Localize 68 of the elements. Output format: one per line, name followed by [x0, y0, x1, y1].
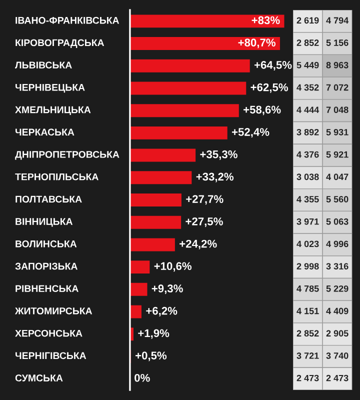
data-label: 2 852: [296, 330, 319, 337]
data-label: +9,3%: [152, 284, 183, 294]
y-tick-label: ВОЛИНСЬКА: [16, 240, 77, 248]
y-tick-label: ІВАНО-ФРАНКІВСЬКА: [16, 16, 120, 24]
y-tick-label: ДНІПРОПЕТРОВСЬКА: [15, 151, 120, 160]
data-label: 5 560: [326, 196, 348, 202]
data-label: 4 352: [296, 84, 319, 91]
data-label: +10,6%: [154, 262, 192, 272]
data-label: 4 785: [296, 285, 319, 292]
data-label: +0,5%: [136, 352, 167, 362]
data-label: 4 444: [296, 106, 320, 113]
data-label: 2 473: [296, 374, 319, 382]
data-label: 3 038: [296, 174, 319, 180]
data-label: 3 740: [326, 352, 348, 359]
data-label: 3 721: [296, 352, 319, 359]
data-label: +27,5%: [186, 217, 223, 227]
data-label: +6,2%: [146, 306, 178, 316]
data-label: +1,9%: [138, 329, 170, 339]
data-label: 5 156: [326, 40, 348, 46]
data-label: +62,5%: [250, 83, 288, 93]
data-label: 0%: [134, 374, 150, 382]
data-label: 4 996: [326, 240, 348, 248]
y-tick-label: ЧЕРНІВЕЦЬКА: [16, 84, 85, 93]
data-label: 5 449: [296, 62, 319, 68]
data-label: 8 963: [326, 62, 348, 68]
data-label: 3 971: [296, 218, 319, 225]
y-tick-label: КІРОВОГРАДСЬКА: [16, 39, 104, 48]
data-label: +52,4%: [232, 128, 270, 138]
data-label: 4 355: [296, 196, 319, 202]
data-label: 7 048: [326, 106, 348, 114]
y-tick-label: ХЕРСОНСЬКА: [15, 330, 82, 337]
data-label: +83%: [252, 16, 280, 24]
y-tick-label: ЗАПОРІЗЬКА: [15, 262, 78, 270]
y-tick-label: РІВНЕНСЬКА: [16, 285, 78, 292]
data-label: 5 931: [326, 128, 348, 136]
data-label: 2 852: [296, 40, 319, 46]
y-tick-label: ТЕРНОПІЛЬСЬКА: [15, 173, 98, 180]
data-label: +24,2%: [180, 240, 217, 250]
data-label: 7 072: [326, 84, 348, 91]
data-label: 4 794: [326, 17, 349, 24]
data-label: 2 619: [296, 17, 319, 24]
y-tick-label: ПОЛТАВСЬКА: [16, 196, 82, 203]
y-tick-label: ЛЬВІВСЬКА: [15, 62, 72, 68]
data-label: 2 905: [326, 330, 348, 337]
data-label: 2 998: [296, 263, 319, 270]
data-label: 5 229: [326, 285, 348, 292]
data-label: 3 892: [296, 128, 319, 136]
data-label: +33,2%: [196, 172, 234, 182]
y-tick-label: ХМЕЛЬНИЦЬКА: [15, 106, 91, 116]
data-label: 4 047: [326, 174, 348, 180]
data-label: +27,7%: [186, 195, 224, 205]
data-label: +58,6%: [244, 106, 281, 116]
data-label: 4 151: [296, 308, 319, 314]
y-tick-label: ЧЕРКАСЬКА: [16, 128, 74, 136]
data-label: 3 316: [326, 263, 348, 270]
y-tick-label: СУМСЬКА: [15, 374, 63, 382]
data-label: 5 921: [326, 151, 348, 158]
data-label: +80,7%: [238, 38, 276, 48]
y-tick-label: ЧЕРНІГІВСЬКА: [16, 352, 86, 360]
data-label: +64,5%: [254, 60, 292, 70]
data-label: 4 409: [326, 308, 348, 314]
data-label: 5 063: [326, 218, 348, 225]
data-label: 4 023: [296, 240, 319, 248]
y-tick-label: ЖИТОМИРСЬКА: [14, 307, 92, 314]
y-tick-label: ВІННИЦЬКА: [16, 218, 73, 227]
data-label: 4 376: [296, 151, 319, 158]
data-label: 2 473: [326, 374, 348, 382]
data-label: +35,3%: [200, 150, 238, 160]
